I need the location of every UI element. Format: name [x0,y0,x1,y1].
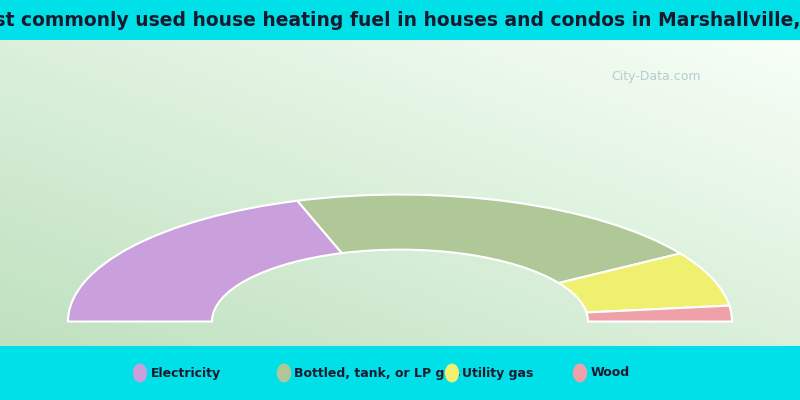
Ellipse shape [573,364,587,382]
Wedge shape [298,194,680,283]
Text: Bottled, tank, or LP gas: Bottled, tank, or LP gas [294,366,461,380]
Text: Most commonly used house heating fuel in houses and condos in Marshallville, GA: Most commonly used house heating fuel in… [0,10,800,30]
Wedge shape [586,306,732,322]
Text: City-Data.com: City-Data.com [611,70,701,83]
Ellipse shape [133,364,147,382]
Ellipse shape [445,364,459,382]
Wedge shape [68,201,342,322]
Text: Utility gas: Utility gas [462,366,534,380]
Text: Wood: Wood [590,366,630,380]
Ellipse shape [277,364,291,382]
Text: Electricity: Electricity [150,366,221,380]
Wedge shape [558,254,730,312]
